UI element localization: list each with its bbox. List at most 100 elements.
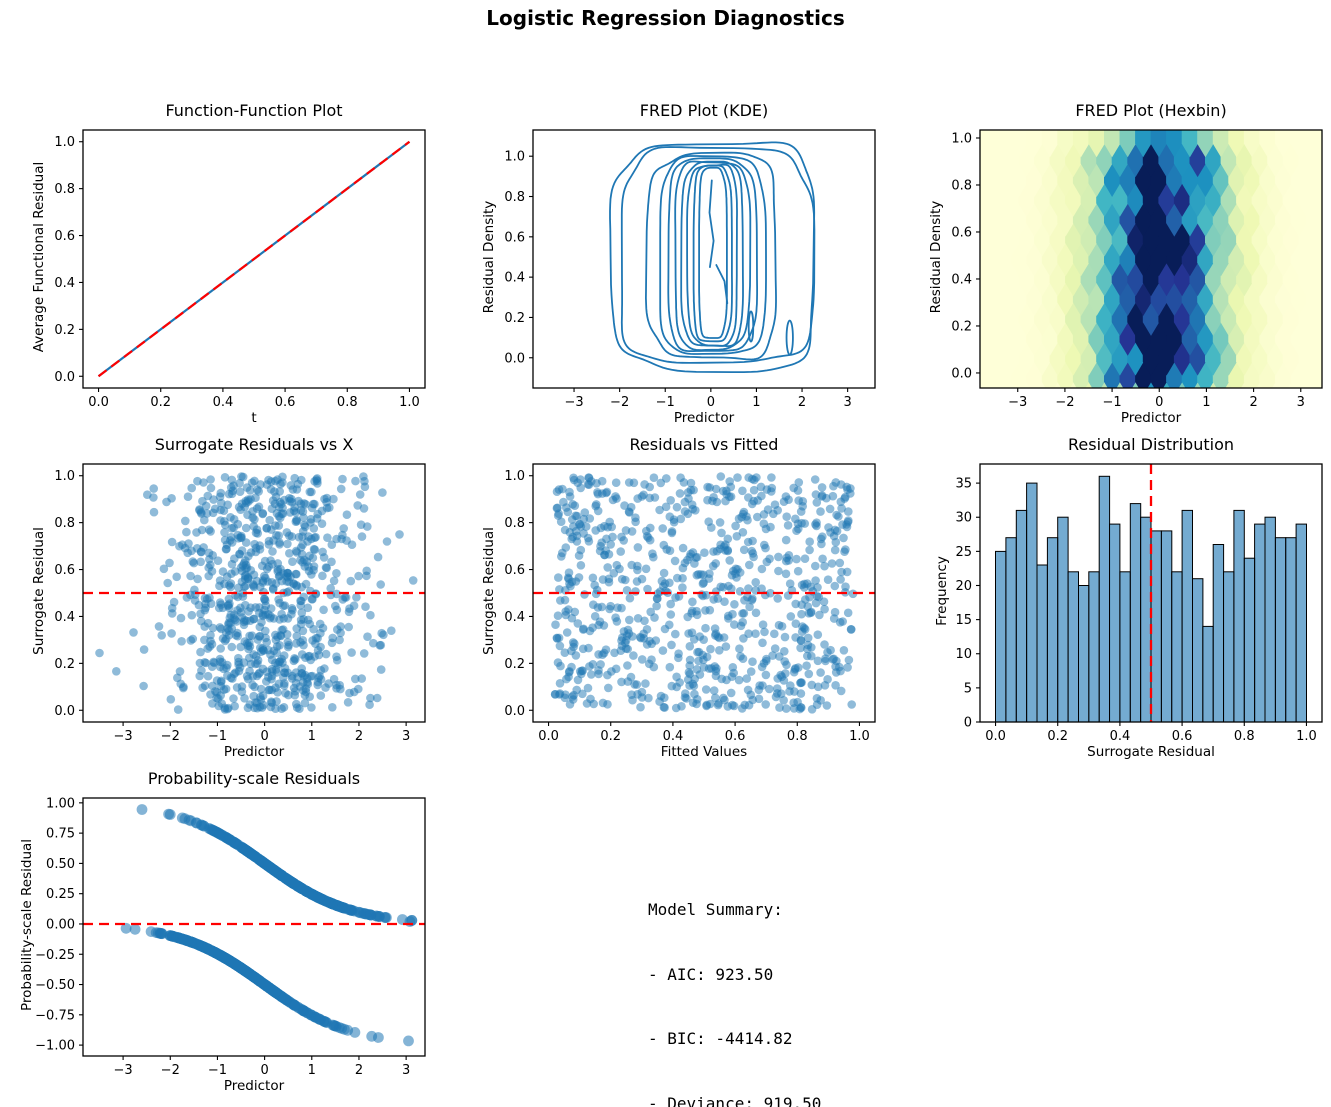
histogram-bar — [1254, 523, 1266, 722]
y-tick-label: 0.6 — [504, 563, 525, 578]
surrogate-vs-x-marks — [83, 472, 425, 714]
histogram-bar — [1098, 475, 1111, 722]
x-tick-label: −3 — [1008, 395, 1027, 410]
histogram-bar — [1005, 537, 1017, 722]
histogram-bar — [1212, 544, 1225, 722]
xlabel-residual-distribution: Surrogate Residual — [1087, 744, 1215, 760]
y-tick-label: 0.4 — [504, 271, 525, 286]
y-tick-label: 5 — [964, 681, 972, 696]
x-tick-label: 0.4 — [1110, 729, 1131, 744]
x-tick-label: −2 — [161, 729, 180, 744]
histogram-bar — [1067, 571, 1079, 722]
hexbin-cell — [995, 130, 1012, 158]
hexbin-cell — [1321, 274, 1322, 304]
histogram-bar — [1181, 509, 1193, 722]
fred-hexbin-marks — [980, 130, 1322, 388]
x-tick-label: 0.2 — [600, 729, 621, 744]
y-tick-label: −0.75 — [35, 1008, 75, 1023]
y-tick-label: 0.0 — [504, 351, 525, 366]
hexbin-cell — [980, 274, 981, 304]
x-tick-label: 0 — [260, 1063, 268, 1078]
y-tick-label: 1.0 — [54, 469, 75, 484]
surrogate-vs-x-spines — [82, 463, 426, 723]
hexbin-cell — [1321, 353, 1322, 383]
x-tick-label: 0.6 — [1172, 729, 1193, 744]
fred-kde-marks — [609, 141, 816, 373]
histogram-bar — [1243, 557, 1256, 722]
y-tick-label: 0.25 — [46, 887, 75, 902]
histogram-bar — [1129, 503, 1142, 722]
hexbin-cell — [1321, 314, 1322, 343]
hexbin-cell — [1212, 130, 1230, 158]
ylabel-residuals-vs-fitted: Surrogate Residual — [481, 527, 497, 655]
hexbin-cell — [980, 130, 981, 145]
y-tick-label: 0.0 — [951, 366, 972, 381]
fred-hexbin-spines — [979, 129, 1323, 389]
fred-kde-spines — [532, 129, 876, 389]
histogram-bar — [1057, 516, 1069, 722]
contour-level — [674, 160, 752, 352]
x-tick-label: 1 — [308, 729, 316, 744]
hexbin-cell — [1104, 130, 1121, 158]
y-tick-label: 20 — [955, 579, 972, 594]
x-tick-label: 3 — [1297, 395, 1305, 410]
ylabel-fred-hexbin: Residual Density — [928, 200, 944, 314]
xlabel-probability-scale: Predictor — [223, 1078, 285, 1094]
hexbin-cell — [1321, 155, 1322, 184]
histogram-bar — [1109, 523, 1121, 722]
x-tick-label: 1 — [752, 395, 760, 410]
summary-line: Model Summary: — [648, 900, 783, 919]
x-tick-label: 1 — [1202, 395, 1210, 410]
plot-title-residual-distribution: Residual Distribution — [1068, 435, 1234, 454]
y-tick-label: 10 — [955, 647, 972, 662]
y-tick-label: 1.0 — [504, 150, 525, 165]
y-tick-label: 15 — [955, 613, 972, 628]
x-tick-label: 0 — [1155, 395, 1163, 410]
x-tick-label: 3 — [843, 395, 851, 410]
hexbin-cell — [1321, 130, 1322, 145]
histogram-bar — [1264, 516, 1276, 722]
y-tick-label: 0.4 — [951, 272, 972, 287]
hexbin-cell — [1057, 130, 1074, 158]
histogram-bar — [1119, 571, 1131, 722]
ylabel-probability-scale: Probability-scale Residual — [19, 838, 35, 1012]
x-tick-label: 0.8 — [337, 395, 358, 410]
contour-level — [680, 160, 744, 347]
summary-line: - BIC: -4414.82 — [648, 1029, 793, 1048]
hexbin-cell — [1072, 130, 1090, 158]
y-tick-label: 25 — [955, 545, 972, 560]
histogram-bar — [1223, 571, 1235, 722]
plot-title-surrogate-vs-x: Surrogate Residuals vs X — [154, 435, 354, 454]
plot-title-probability-scale: Probability-scale Residuals — [147, 769, 361, 788]
outlier-point — [404, 916, 416, 927]
x-tick-label: 3 — [402, 729, 410, 744]
histogram-bar — [1295, 523, 1307, 722]
y-tick-label: 0.6 — [504, 230, 525, 245]
summary-line: - Deviance: 919.50 — [648, 1093, 822, 1107]
residual-distribution-spines — [979, 463, 1323, 723]
histogram-bar — [1171, 571, 1183, 722]
hexbin-cell — [1321, 195, 1322, 224]
histogram-bar — [995, 550, 1007, 722]
y-tick-label: 0.0 — [504, 704, 525, 719]
hexbin-cell — [1166, 130, 1183, 158]
model-summary: Model Summary: - AIC: 923.50 - BIC: -441… — [648, 856, 927, 1107]
contour-inner-detail — [715, 264, 729, 305]
y-tick-label: 0.8 — [504, 516, 525, 531]
plot-title-fred-kde: FRED Plot (KDE) — [639, 101, 769, 120]
x-tick-label: 0.8 — [787, 729, 808, 744]
figure-title: Logistic Regression Diagnostics — [486, 6, 845, 30]
contour-level — [667, 157, 758, 352]
histogram-bar — [1202, 625, 1214, 722]
x-tick-label: −3 — [114, 1063, 133, 1078]
x-tick-label: 2 — [798, 395, 806, 410]
histogram-bar — [1160, 530, 1173, 722]
hexbin-cell — [1026, 130, 1043, 158]
y-tick-label: 0.6 — [951, 225, 972, 240]
ylabel-residual-distribution: Frequency — [934, 556, 950, 626]
contour-level — [644, 151, 777, 361]
x-tick-label: 3 — [402, 1063, 410, 1078]
x-tick-label: 2 — [355, 1063, 363, 1078]
